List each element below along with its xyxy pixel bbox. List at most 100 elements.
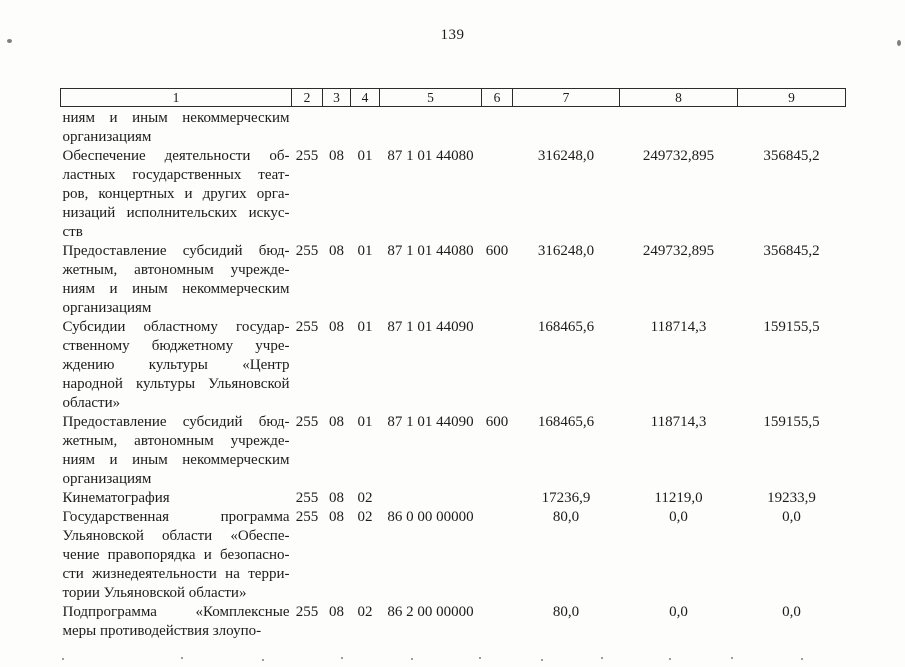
scan-speckle	[731, 657, 733, 659]
name-line: Государственная программа	[62, 509, 290, 525]
table-row: Кинематография 255 08 02 17236,9 11219,0 19233…	[61, 489, 846, 508]
target-article-code-cell	[380, 489, 482, 508]
amount-year3-cell: 356845,2	[763, 243, 820, 259]
scanned-document-page: { "page": { "number": "139" }, "table": …	[0, 27, 905, 667]
razdel-code-cell: 08	[329, 509, 344, 525]
razdel-code-cell	[323, 107, 351, 148]
amount-year1-cell: 168465,6	[537, 414, 595, 430]
scan-speckle	[479, 657, 481, 659]
name-line: ств	[62, 224, 83, 240]
name-cell: ниям и иным некоммерческим организациям	[61, 107, 292, 148]
grbs-code-cell: 255	[295, 319, 319, 335]
header-cell: 4	[350, 88, 380, 107]
name-cell: Государственная программа Ульяновской обл…	[61, 508, 292, 603]
expense-type-code-cell	[482, 603, 513, 641]
amount-year1-cell: 80,0	[552, 604, 580, 620]
razdel-code-cell: 08	[329, 490, 344, 506]
razdel-code-cell: 08	[329, 319, 344, 335]
name-line: области»	[62, 395, 121, 411]
table-row: Предоставление субсидий бюд-жетным, авто…	[61, 413, 846, 489]
target-article-code-cell: 86 2 00 00000	[387, 604, 474, 620]
target-article-code-cell: 87 1 01 44090	[387, 414, 474, 430]
header-cell: 8	[619, 88, 738, 107]
name-line: народной культуры Ульяновской	[62, 376, 290, 392]
header-cell: 6	[481, 88, 513, 107]
name-line: ниям и иным некоммерческим	[62, 281, 290, 297]
name-line: ственному бюджетному учре-	[62, 338, 290, 354]
amount-year2-cell: 249732,895	[642, 148, 715, 164]
amount-year3-cell: 159155,5	[763, 414, 820, 430]
header-cell: 7	[512, 88, 620, 107]
name-line: ждению культуры «Центр	[62, 357, 290, 373]
scan-speckle	[62, 658, 64, 660]
expense-type-code-cell	[482, 107, 513, 148]
scan-speckle	[7, 39, 12, 43]
amount-year1-cell: 168465,6	[537, 319, 595, 335]
target-article-code-cell: 87 1 01 44090	[387, 319, 474, 335]
name-line: Подпрограмма «Комплексные	[62, 604, 290, 620]
target-article-code-cell	[380, 107, 482, 148]
amount-year3-cell: 0,0	[782, 509, 801, 525]
table-row: Подпрограмма «Комплексные меры противодей…	[61, 603, 846, 641]
scan-speckle	[411, 658, 413, 660]
amount-year3-cell: 159155,5	[763, 319, 820, 335]
expense-type-code-cell: 600	[485, 414, 509, 430]
razdel-code-cell: 08	[329, 148, 344, 164]
name-cell: Подпрограмма «Комплексные меры противодей…	[61, 603, 292, 641]
name-line: Предоставление субсидий бюд-	[62, 243, 290, 259]
name-line: Кинематография	[62, 490, 170, 506]
name-line: меры противодействия злоупо-	[62, 623, 262, 639]
amount-year1-cell: 80,0	[552, 509, 580, 525]
grbs-code-cell: 255	[295, 604, 319, 620]
name-line: тории Ульяновской области»	[62, 585, 247, 601]
name-cell: Предоставление субсидий бюд-жетным, авто…	[61, 413, 292, 489]
podrazdel-code-cell	[351, 107, 380, 148]
scan-speckle	[669, 658, 671, 660]
name-cell: Предоставление субсидий бюд-жетным, авто…	[61, 242, 292, 318]
grbs-code-cell	[292, 107, 323, 148]
header-cell: 5	[379, 88, 482, 107]
header-cell: 2	[291, 88, 323, 107]
amount-year1-cell: 316248,0	[537, 243, 595, 259]
amount-year1-cell: 17236,9	[541, 490, 591, 506]
amount-year1-cell	[513, 107, 620, 148]
scan-speckle	[181, 657, 183, 659]
razdel-code-cell: 08	[329, 414, 344, 430]
scan-speckle	[897, 40, 901, 46]
scan-speckle	[801, 658, 803, 660]
target-article-code-cell: 86 0 00 00000	[387, 509, 474, 525]
amount-year2-cell	[620, 107, 738, 148]
razdel-code-cell: 08	[329, 604, 344, 620]
name-line: Субсидии областному государ-	[62, 319, 290, 335]
grbs-code-cell: 255	[295, 243, 319, 259]
name-line: низаций исполнительских искус-	[62, 205, 290, 221]
amount-year3-cell: 0,0	[782, 604, 801, 620]
name-line: Предоставление субсидий бюд-	[62, 414, 290, 430]
podrazdel-code-cell: 01	[357, 414, 373, 430]
table-row: Государственная программа Ульяновской обл…	[61, 508, 846, 603]
name-line: организациям	[62, 471, 152, 487]
name-line: Ульяновской области «Обеспе-	[62, 528, 290, 544]
amount-year3-cell: 356845,2	[763, 148, 820, 164]
name-cell: Субсидии областному государ-ственному бю…	[61, 318, 292, 413]
grbs-code-cell: 255	[295, 148, 319, 164]
header-cell: 9	[737, 88, 846, 107]
scan-speckle	[541, 659, 543, 661]
expense-type-code-cell	[482, 489, 513, 508]
name-cell: Обеспечение деятельности об-ластных госу…	[61, 147, 292, 242]
name-line: сти жизнедеятельности на терри-	[62, 566, 290, 582]
amount-year3-cell: 19233,9	[767, 490, 816, 506]
expense-type-code-cell: 600	[485, 243, 509, 259]
expense-type-code-cell	[482, 318, 513, 413]
amount-year1-cell: 316248,0	[537, 148, 595, 164]
amount-year3-cell	[738, 107, 846, 148]
amount-year2-cell: 249732,895	[642, 243, 715, 259]
grbs-code-cell: 255	[295, 490, 319, 506]
amount-year2-cell: 118714,3	[650, 414, 707, 430]
grbs-code-cell: 255	[295, 509, 319, 525]
podrazdel-code-cell: 01	[357, 243, 373, 259]
amount-year2-cell: 0,0	[669, 604, 688, 620]
amount-year2-cell: 0,0	[669, 509, 688, 525]
